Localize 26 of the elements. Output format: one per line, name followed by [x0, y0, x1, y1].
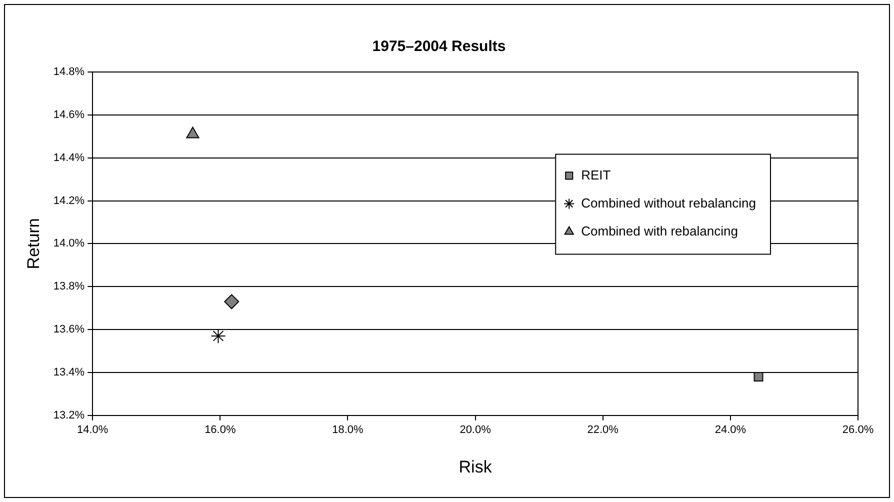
legend-label: REIT	[581, 167, 611, 182]
point	[224, 294, 240, 310]
y-tick-label: 14.0%	[53, 238, 85, 250]
y-tick-label: 13.6%	[53, 324, 85, 336]
y-tick-label: 13.2%	[53, 409, 85, 422]
x-axis-title: Risk	[458, 457, 492, 476]
point	[186, 126, 200, 138]
y-tick-label: 13.4%	[53, 366, 85, 379]
y-tick-label: 14.2%	[53, 194, 85, 207]
x-tick-label: 18.0%	[332, 424, 364, 436]
legend-label: Combined without rebalancing	[581, 195, 756, 210]
x-tick-label: 22.0%	[587, 424, 619, 436]
point	[210, 328, 226, 344]
y-tick-label: 14.4%	[53, 152, 85, 164]
legend-label: Combined with rebalancing	[581, 223, 738, 238]
x-tick-label: 14.0%	[76, 424, 108, 436]
y-tick-label: 13.8%	[53, 280, 85, 293]
y-tick-label: 14.8%	[53, 66, 85, 78]
x-tick-label: 16.0%	[204, 424, 236, 436]
y-axis-title: Return	[24, 218, 43, 270]
x-tick-label: 20.0%	[460, 424, 492, 436]
y-tick-label: 14.6%	[53, 108, 85, 121]
point	[754, 372, 764, 382]
x-tick-label: 24.0%	[714, 424, 746, 436]
x-tick-label: 26.0%	[842, 424, 874, 436]
chart-title: 1975–2004 Results	[372, 38, 506, 56]
